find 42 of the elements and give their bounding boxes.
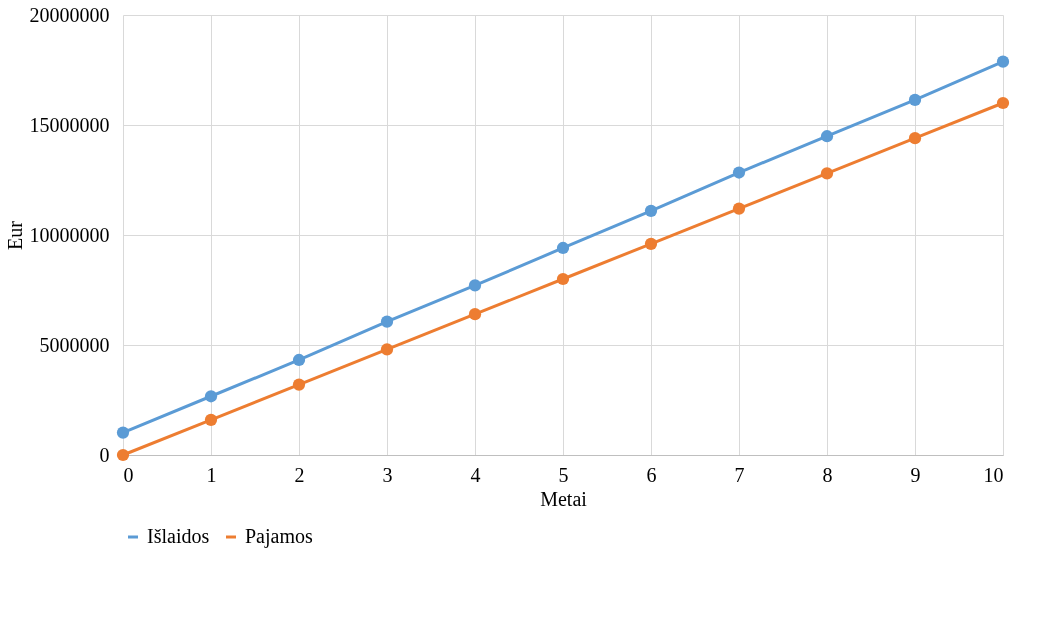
point bbox=[908, 132, 922, 145]
point bbox=[644, 237, 658, 250]
legend-label: Išlaidos bbox=[147, 525, 210, 547]
point bbox=[116, 426, 130, 439]
x-axis-title: Metai bbox=[540, 487, 588, 510]
x-tick-label: 3 bbox=[382, 463, 393, 486]
y-tick-label: 0 bbox=[99, 443, 110, 466]
point bbox=[644, 204, 658, 217]
point bbox=[556, 272, 570, 286]
point bbox=[732, 202, 746, 215]
point bbox=[204, 413, 218, 426]
x-tick-label: 4 bbox=[470, 463, 481, 486]
x-tick-label: 6 bbox=[646, 463, 657, 486]
x-tick-label: 10 bbox=[983, 463, 1004, 486]
y-tick-label: 15000000 bbox=[29, 113, 110, 136]
point bbox=[116, 448, 130, 462]
point bbox=[996, 96, 1010, 110]
point bbox=[996, 55, 1010, 68]
point bbox=[820, 130, 834, 143]
point bbox=[556, 241, 570, 255]
y-axis-title: Eur bbox=[3, 220, 26, 250]
x-tick-label: 8 bbox=[822, 463, 833, 486]
y-tick-label: 5000000 bbox=[39, 333, 110, 356]
x-tick-label: 2 bbox=[294, 463, 305, 486]
y-tick-label: 10000000 bbox=[29, 223, 110, 246]
y-tick-label: 20000000 bbox=[29, 3, 110, 26]
point bbox=[204, 390, 218, 403]
legend-label: Pajamos bbox=[245, 525, 313, 548]
x-tick-label: 1 bbox=[206, 463, 217, 486]
point bbox=[380, 343, 394, 356]
x-tick-label: 9 bbox=[910, 463, 921, 486]
x-tick-label: 7 bbox=[734, 463, 745, 486]
point bbox=[908, 93, 922, 107]
point bbox=[732, 166, 746, 179]
point bbox=[468, 279, 482, 292]
point bbox=[468, 308, 482, 321]
point bbox=[380, 315, 394, 328]
x-tick-label: 0 bbox=[123, 463, 134, 486]
point bbox=[292, 353, 306, 367]
point bbox=[820, 167, 834, 180]
point bbox=[292, 378, 306, 391]
x-tick-label: 5 bbox=[558, 463, 569, 486]
